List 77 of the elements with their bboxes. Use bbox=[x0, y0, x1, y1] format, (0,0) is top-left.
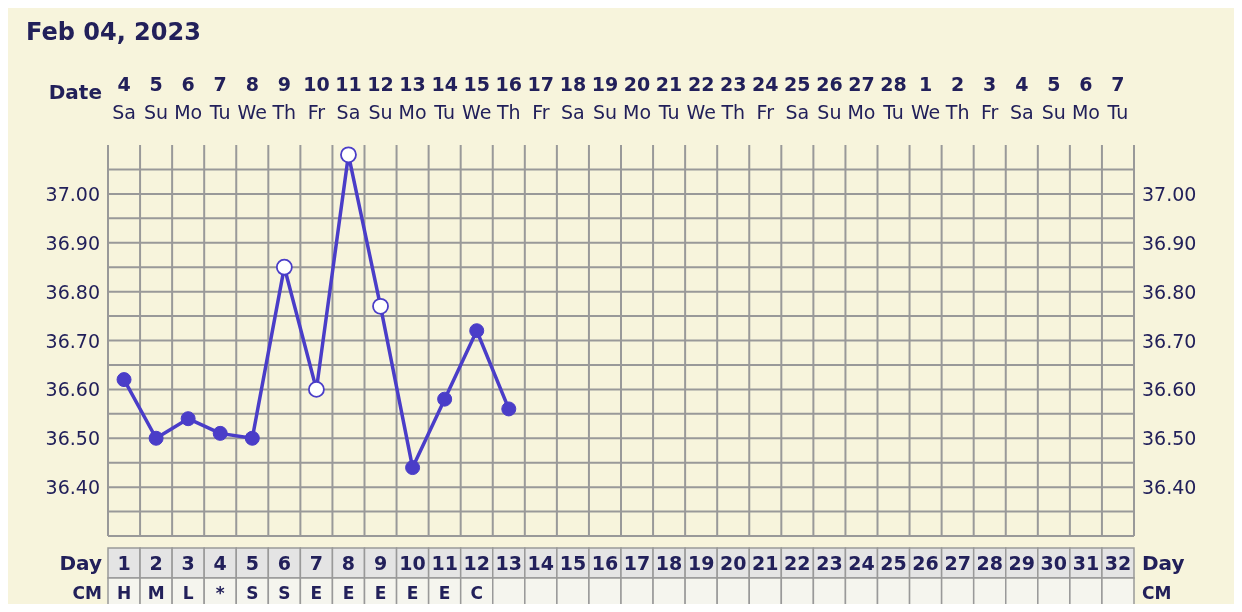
x2-tick-label: 24 Fr bbox=[752, 73, 779, 123]
point bbox=[244, 430, 260, 446]
text: E bbox=[310, 583, 323, 603]
x-axis-title: Day bbox=[59, 551, 102, 575]
point bbox=[212, 425, 228, 441]
x2-tick-label: 4 Sa bbox=[112, 73, 136, 123]
x2-tick-label: 25 Sa bbox=[784, 73, 811, 123]
y2-tick-label: 36.90 bbox=[1142, 231, 1197, 254]
x2-tick-label: 27 Mo bbox=[847, 73, 876, 123]
x2-axis-title: Date bbox=[48, 80, 102, 104]
x2-tick-label: 14 Tu bbox=[431, 73, 458, 123]
text: S bbox=[246, 583, 259, 603]
text: E bbox=[406, 583, 419, 603]
x2-tick-label: 5 Su bbox=[143, 72, 170, 123]
text: S bbox=[278, 583, 291, 603]
x-tick-label: 7 bbox=[309, 552, 324, 574]
point bbox=[116, 372, 132, 388]
text: E bbox=[438, 583, 451, 603]
text: M bbox=[147, 583, 165, 603]
y-tick-label: 36.80 bbox=[45, 280, 100, 303]
x2-tick-label: 19 Su bbox=[591, 73, 619, 123]
text: H bbox=[116, 583, 132, 603]
x2-tick-label: 10 Fr bbox=[303, 73, 330, 123]
text: E bbox=[374, 583, 387, 603]
y-tick-label: 36.40 bbox=[45, 476, 100, 499]
x2-tick-label: 11 Sa bbox=[335, 73, 362, 123]
x2-tick-label: 4 Sa bbox=[1008, 72, 1035, 123]
text: L bbox=[182, 583, 194, 603]
x-tick-label: 6 bbox=[277, 552, 291, 574]
y-tick-label: 36.60 bbox=[45, 378, 100, 401]
point bbox=[501, 401, 517, 417]
x2-tick-label: 22 We bbox=[686, 73, 716, 123]
x-tick-label: 8 bbox=[341, 552, 356, 574]
point bbox=[469, 323, 485, 339]
y2-tick-label: 37.00 bbox=[1142, 182, 1197, 205]
x2-tick-label: 16 Th bbox=[495, 73, 522, 123]
point bbox=[437, 391, 453, 407]
text: Day bbox=[1142, 551, 1185, 575]
point bbox=[180, 411, 196, 427]
x2-tick-label: 17 Fr bbox=[527, 73, 555, 123]
text: * bbox=[215, 583, 225, 603]
x2-tick-label: 23 Th bbox=[719, 73, 747, 123]
x-tick-label: 2 bbox=[149, 552, 163, 574]
point bbox=[148, 430, 164, 446]
y2-tick-label: 36.60 bbox=[1142, 378, 1197, 401]
y2-tick-label: 36.80 bbox=[1142, 280, 1197, 303]
x2-tick-label: 26 Su bbox=[816, 73, 843, 123]
y2-tick-label: 36.70 bbox=[1142, 329, 1197, 352]
y-tick-label: 36.90 bbox=[45, 231, 100, 254]
text: E bbox=[342, 583, 355, 603]
text: CM bbox=[1142, 583, 1172, 603]
x-tick-label: 5 bbox=[245, 552, 259, 574]
x-tick-label: 3 bbox=[181, 552, 195, 574]
point bbox=[405, 460, 421, 476]
y2-tick-label: 36.50 bbox=[1142, 427, 1197, 450]
x-tick-label: 4 bbox=[213, 552, 227, 574]
chart-title: Feb 04, 2023 bbox=[26, 18, 201, 46]
x2-tick-label: 21 Tu bbox=[655, 73, 683, 123]
y-tick-label: 36.70 bbox=[45, 329, 100, 352]
x-tick-label: 1 bbox=[117, 552, 131, 574]
x2-tick-label: 6 Mo bbox=[1070, 72, 1101, 123]
x2-tick-label: 3 Fr bbox=[980, 72, 1000, 123]
text: CM bbox=[72, 583, 102, 603]
x2-tick-label: 15 We bbox=[462, 73, 492, 123]
x2-tick-label: 20 Mo bbox=[623, 73, 652, 123]
x2-tick-label: 28 Tu bbox=[880, 73, 907, 123]
x2-tick-label: 1 We bbox=[910, 73, 941, 123]
x2-tick-label: 5 Su bbox=[1040, 72, 1067, 123]
x2-tick-label: 9 Th bbox=[272, 73, 297, 123]
text: C bbox=[470, 583, 483, 603]
x2-tick-label: 18 Sa bbox=[559, 73, 587, 123]
y-tick-label: 36.50 bbox=[45, 427, 100, 450]
x2-tick-label: 13 Mo bbox=[398, 73, 427, 123]
y2-tick-label: 36.40 bbox=[1142, 476, 1197, 499]
x2-tick-label: 12 Su bbox=[367, 73, 394, 123]
x-tick-label: 9 bbox=[373, 552, 388, 574]
y-tick-label: 37.00 bbox=[45, 182, 100, 205]
